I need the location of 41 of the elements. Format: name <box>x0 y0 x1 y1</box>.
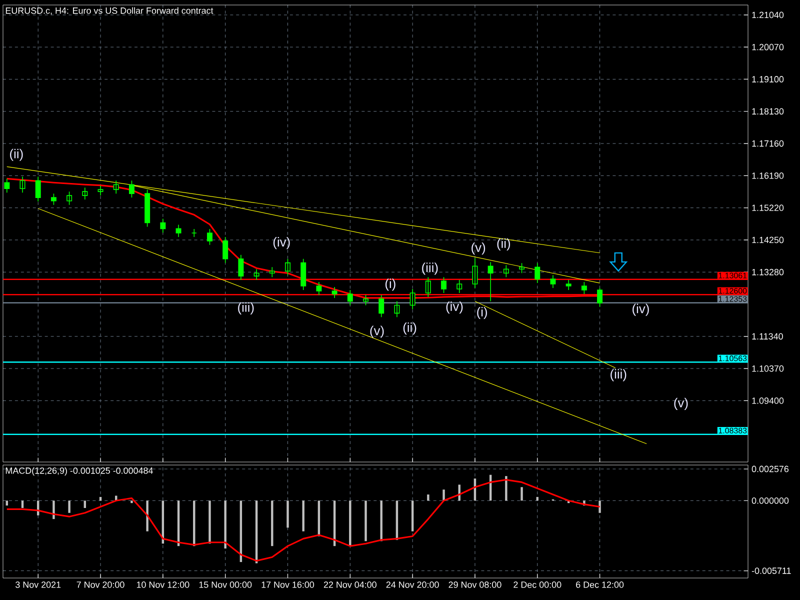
annotation: (v) <box>472 242 486 255</box>
x-tick-label: 3 Nov 2021 <box>16 582 61 588</box>
y-tick-label: 1.20070 <box>752 44 784 50</box>
annotation: (iii) <box>238 302 254 314</box>
x-tick-label: 6 Dec 12:00 <box>576 582 624 588</box>
annotation: (ii) <box>10 148 23 161</box>
annotation: (i) <box>477 306 487 320</box>
x-tick-label: 22 Nov 04:00 <box>324 582 376 588</box>
x-tick-label: 15 Nov 00:00 <box>199 582 252 588</box>
y-tick-label: 1.18130 <box>752 108 784 115</box>
chart-title: MACD(12,26,9) -0.001025 -0.000484 <box>6 467 153 476</box>
y-tick-label: 1.21040 <box>752 12 784 18</box>
y-tick-label: 0.000000 <box>752 497 789 504</box>
annotation: (v) <box>674 398 688 410</box>
annotation: (iv) <box>273 237 290 250</box>
annotation: (ii) <box>497 238 510 251</box>
y-tick-label: 1.15220 <box>752 204 784 211</box>
annotation: (ii) <box>403 322 416 335</box>
y-tick-label: 1.17160 <box>752 140 784 147</box>
y-tick-label: 1.13280 <box>752 268 784 276</box>
y-tick-label: 1.09400 <box>752 398 784 404</box>
y-tick-label: 0.002576 <box>752 466 789 472</box>
chart-title: EURUSD.c, H4: Euro vs US Dollar Forward contract <box>6 7 214 15</box>
y-tick-label: 1.11340 <box>752 333 783 340</box>
x-tick-label: 10 Nov 12:00 <box>136 582 190 588</box>
annotation: (iii) <box>610 369 626 382</box>
annotation: (iii) <box>422 262 438 275</box>
x-tick-label: 24 Nov 20:00 <box>386 582 439 588</box>
annotation: (iv) <box>446 301 463 314</box>
annotation: (iv) <box>632 304 649 316</box>
y-tick-label: 1.19100 <box>752 76 784 82</box>
y-tick-label: -0.005711 <box>752 568 791 574</box>
y-tick-label: 1.14250 <box>752 236 784 244</box>
x-tick-label: 7 Nov 20:00 <box>76 582 124 588</box>
x-tick-label: 17 Nov 16:00 <box>262 582 314 588</box>
annotation: (v) <box>370 326 384 338</box>
y-tick-label: 1.10370 <box>752 365 784 372</box>
annotation: (i) <box>385 278 396 291</box>
y-tick-label: 1.16190 <box>752 172 784 179</box>
x-tick-label: 2 Dec 00:00 <box>514 582 562 588</box>
x-tick-label: 29 Nov 08:00 <box>448 582 502 588</box>
